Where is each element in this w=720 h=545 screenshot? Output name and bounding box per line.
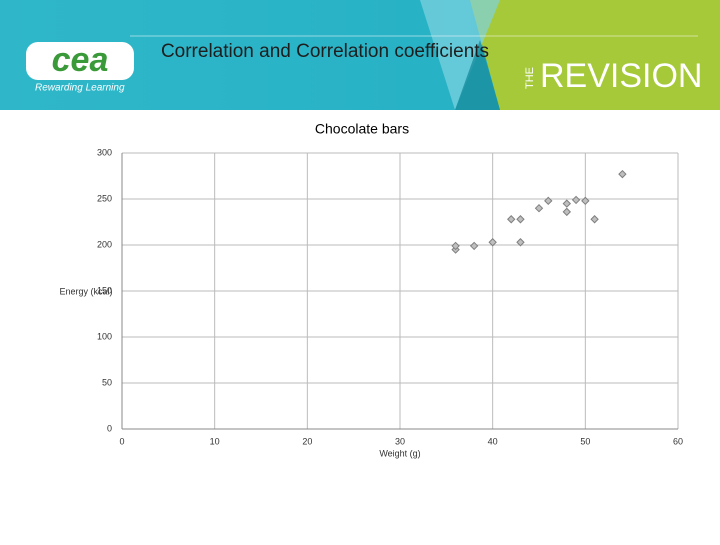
point — [469, 241, 479, 251]
y-tick-label: 0 — [107, 423, 112, 433]
logo: cea — [52, 41, 109, 79]
point — [534, 203, 544, 213]
y-tick-label: 300 — [97, 147, 112, 157]
x-tick-label: 40 — [488, 436, 498, 446]
header-shape — [455, 40, 500, 110]
point — [571, 195, 581, 205]
brand-prefix: THE — [524, 67, 536, 89]
point — [590, 215, 599, 224]
x-tick-label: 10 — [210, 436, 220, 446]
point — [581, 196, 590, 206]
point — [516, 238, 525, 247]
point — [618, 169, 627, 179]
point — [488, 238, 497, 247]
point — [506, 215, 516, 224]
y-tick-label: 100 — [97, 331, 112, 341]
brand: REVISION — [540, 57, 702, 95]
logo-box — [26, 42, 134, 80]
y-tick-label: 50 — [102, 377, 112, 387]
point — [562, 199, 572, 208]
x-tick-label: 30 — [395, 436, 405, 446]
y-tick-label: 150 — [97, 285, 112, 295]
chart: Chocolate bars Weight (g) Energy (kcal) … — [59, 121, 683, 459]
x-tick-label: 20 — [302, 436, 312, 446]
header-shape — [420, 0, 500, 110]
y-tick-label: 200 — [97, 239, 112, 249]
point — [451, 241, 460, 251]
x-tick-label: 0 — [119, 436, 124, 446]
x-axis-label: Weight (g) — [379, 448, 420, 458]
header-green — [470, 0, 720, 110]
tagline: Rewarding Learning — [35, 83, 125, 94]
slide-title: Correlation and Correlation coefficients — [161, 41, 489, 62]
y-tick-label: 250 — [97, 193, 112, 203]
chart-title: Chocolate bars — [315, 121, 409, 137]
point — [562, 207, 572, 217]
x-tick-label: 60 — [673, 436, 683, 446]
y-axis-label: Energy (kcal) — [59, 286, 112, 296]
point — [544, 196, 553, 206]
point — [516, 215, 525, 224]
x-tick-label: 50 — [580, 436, 590, 446]
